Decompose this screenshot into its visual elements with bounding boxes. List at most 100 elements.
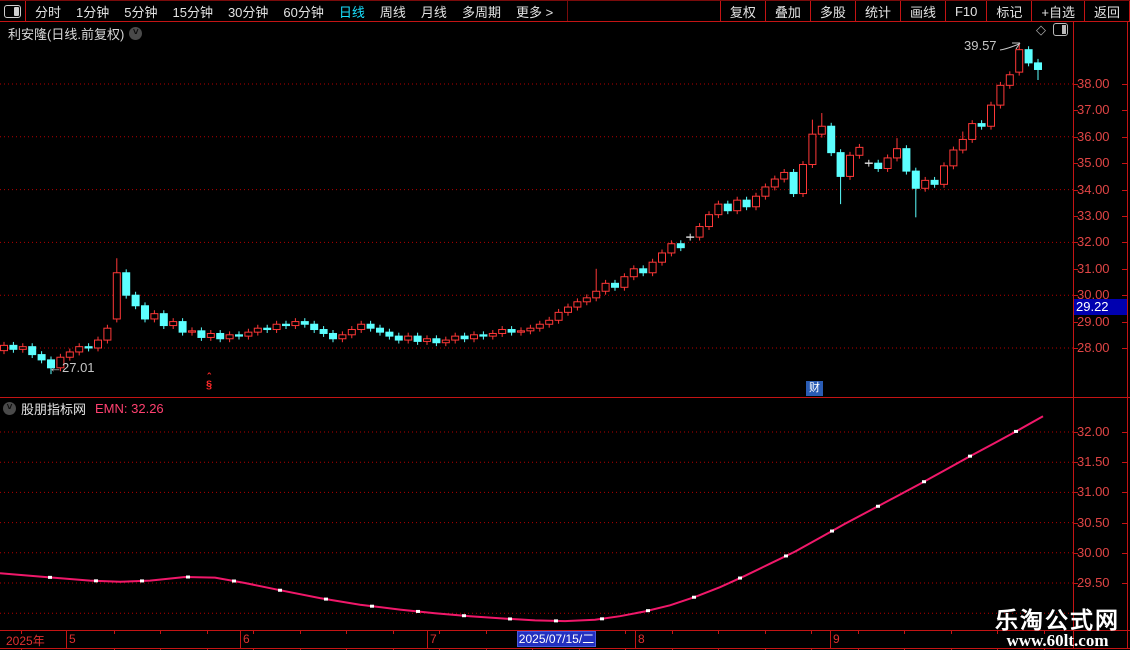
minor-time-tick — [300, 630, 301, 634]
tool-button-8[interactable]: 返回 — [1083, 1, 1129, 21]
minor-time-tick — [207, 648, 208, 650]
minor-time-tick — [904, 630, 905, 634]
main-price-label-9: 29.00 — [1077, 313, 1110, 329]
period-tab-5[interactable]: 60分钟 — [283, 4, 324, 20]
diamond-icon[interactable]: ◇ — [1036, 22, 1046, 37]
axis-tick — [1073, 552, 1078, 554]
tool-button-2[interactable]: 多股 — [809, 1, 855, 21]
month-label-9: 9 — [833, 632, 840, 646]
minor-time-tick — [765, 648, 766, 650]
panel-layout-icon — [4, 4, 21, 18]
main-price-label-2: 36.00 — [1077, 128, 1110, 144]
axis-tick — [1122, 189, 1127, 191]
axis-tick — [1122, 321, 1127, 323]
crosshair-price-tag: 29.22 — [1074, 299, 1127, 315]
chart-title: 利安隆(日线.前复权) — [8, 27, 125, 42]
main-price-label-4: 34.00 — [1077, 181, 1110, 197]
main-price-label-1: 37.00 — [1077, 102, 1110, 118]
period-tab-7[interactable]: 周线 — [379, 4, 406, 20]
period-tab-10[interactable]: 更多 > — [515, 4, 554, 20]
minor-time-tick — [904, 648, 905, 650]
main-price-label-0: 38.00 — [1077, 76, 1110, 91]
finance-report-marker[interactable]: 财 — [806, 381, 823, 396]
price-axis-line — [1073, 22, 1074, 648]
month-label-7: 7 — [430, 632, 437, 646]
dividend-marker-caret: ˆ — [207, 372, 211, 384]
sub-value-label-1: 31.50 — [1077, 454, 1110, 470]
time-axis-bottom-line — [0, 648, 1130, 649]
period-tab-2[interactable]: 5分钟 — [124, 4, 158, 20]
minor-time-tick — [160, 630, 161, 634]
axis-tick — [1122, 110, 1127, 112]
period-tab-9[interactable]: 多周期 — [461, 4, 501, 20]
minor-time-tick — [114, 630, 115, 634]
axis-tick — [1122, 552, 1127, 554]
axis-tick — [1122, 163, 1127, 165]
panel-divider[interactable] — [0, 397, 1130, 398]
month-label-5: 5 — [69, 632, 76, 646]
watermark: 乐淘公式网 www.60lt.com — [995, 608, 1120, 650]
minor-time-tick — [765, 630, 766, 634]
period-tab-4[interactable]: 30分钟 — [227, 4, 269, 20]
indicator-chevron-icon[interactable]: ˅ — [3, 402, 16, 415]
minor-time-tick — [718, 630, 719, 634]
minor-time-tick — [439, 630, 440, 634]
indicator-value: EMN: 32.26 — [95, 401, 164, 416]
main-price-label-10: 28.00 — [1077, 340, 1110, 355]
minor-time-tick — [951, 648, 952, 650]
axis-tick — [1122, 522, 1127, 524]
window-layout-button[interactable] — [0, 1, 26, 21]
axis-tick — [1073, 189, 1078, 191]
month-tick-8 — [635, 630, 636, 648]
month-tick-7 — [427, 630, 428, 648]
tool-button-1[interactable]: 叠加 — [764, 1, 810, 21]
minor-time-tick — [625, 630, 626, 634]
minor-time-tick — [672, 630, 673, 634]
period-tab-8[interactable]: 月线 — [420, 4, 447, 20]
dividend-marker[interactable]: ˆ § — [206, 372, 213, 391]
tool-button-7[interactable]: +自选 — [1031, 1, 1084, 21]
axis-tick — [1122, 348, 1127, 349]
minor-time-tick — [346, 630, 347, 634]
minor-time-tick — [997, 648, 998, 650]
minor-time-tick — [486, 648, 487, 650]
minor-time-tick — [21, 648, 22, 650]
axis-tick — [1122, 136, 1127, 138]
sub-value-label-4: 30.00 — [1077, 544, 1110, 560]
month-tick-6 — [240, 630, 241, 648]
month-tick-9 — [830, 630, 831, 648]
minor-time-tick — [951, 630, 952, 634]
tool-button-3[interactable]: 统计 — [854, 1, 900, 21]
split-view-icon[interactable] — [1053, 23, 1068, 36]
minor-time-tick — [858, 648, 859, 650]
period-tab-0[interactable]: 分时 — [35, 4, 62, 20]
main-price-label-8: 30.00 — [1077, 287, 1110, 303]
time-axis-top-line — [0, 630, 1130, 631]
top-menu-bar: 分时 1分钟 5分钟 15分钟 30分钟 60分钟 日线 周线 月线 多周期 更多 > 复权 叠加 多股… — [0, 0, 1130, 22]
tool-button-6[interactable]: 标记 — [986, 1, 1031, 21]
period-tab-6[interactable]: 日线 — [338, 4, 365, 20]
tool-button-5[interactable]: F10 — [944, 1, 986, 21]
minor-time-tick — [21, 630, 22, 634]
arrow-up-right-icon — [999, 42, 1020, 50]
chart-corner-icons: ◇ — [1036, 23, 1068, 36]
period-tab-1[interactable]: 1分钟 — [76, 4, 110, 20]
axis-tick — [1122, 295, 1127, 297]
minor-time-tick — [346, 648, 347, 650]
chevron-down-icon[interactable]: ˅ — [129, 27, 143, 40]
month-tick-5 — [66, 630, 67, 648]
minor-time-tick — [253, 648, 254, 650]
right-border-line — [1127, 22, 1128, 648]
month-label-8: 8 — [638, 632, 645, 646]
main-price-label-7: 31.00 — [1077, 260, 1110, 276]
tool-button-0[interactable]: 复权 — [719, 1, 765, 21]
crosshair-date-value: 2025/07/15/二 — [518, 632, 595, 646]
minor-time-tick — [811, 648, 812, 650]
axis-tick — [1122, 242, 1127, 244]
dividend-marker-glyph: § — [206, 379, 213, 391]
minor-time-tick — [160, 648, 161, 650]
period-tab-3[interactable]: 15分钟 — [172, 4, 213, 20]
watermark-site-url: www.60lt.com — [1006, 631, 1109, 650]
tool-button-4[interactable]: 画线 — [899, 1, 945, 21]
